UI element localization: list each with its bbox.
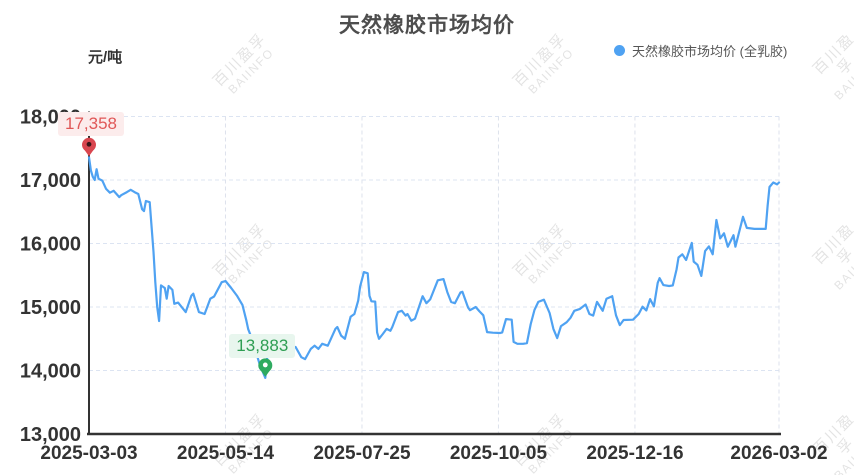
x-tick-label: 2025-12-16	[586, 443, 683, 464]
max-value-label: 17,358	[58, 112, 124, 137]
min-value-label: 13,883	[229, 333, 296, 358]
y-tick-label: 17,000	[20, 170, 81, 192]
x-tick-label: 2026-03-02	[730, 443, 827, 464]
legend-item[interactable]: 天然橡胶市场均价 (全乳胶)	[614, 41, 787, 60]
max-value-text: 17,358	[65, 114, 117, 134]
y-tick-label: 13,000	[20, 424, 81, 446]
legend-label: 天然橡胶市场均价 (全乳胶)	[632, 44, 788, 59]
page-title: 天然橡胶市场均价	[339, 14, 515, 37]
max-point-pin-icon	[86, 141, 92, 147]
legend-dot-icon	[614, 45, 625, 56]
min-point-pin-icon	[262, 362, 268, 368]
x-tick-label: 2025-03-03	[40, 443, 137, 464]
x-tick-label: 2025-10-05	[450, 443, 548, 464]
x-tick-label: 2025-07-25	[313, 443, 411, 464]
y-tick-label: 15,000	[20, 297, 81, 319]
min-value-text: 13,883	[236, 335, 289, 355]
y-axis-unit-label: 元/吨	[88, 49, 123, 66]
x-tick-label: 2025-05-14	[177, 443, 275, 464]
y-tick-label: 14,000	[20, 361, 81, 383]
y-tick-label: 16,000	[20, 234, 81, 256]
series-line[interactable]	[87, 156, 781, 379]
